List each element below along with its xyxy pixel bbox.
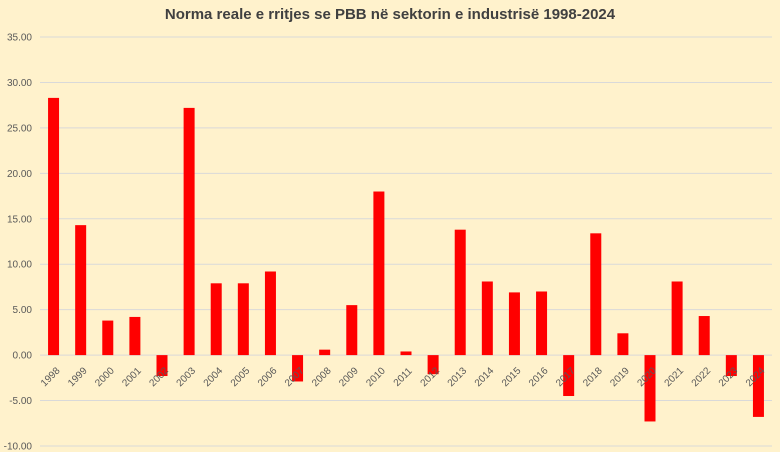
x-axis-ticks: 1998 1999 2000 2001 2002 2003 2004 2005 2006 2007… [39, 365, 768, 389]
bar-2014 [481, 281, 493, 356]
bar-2012 [427, 355, 439, 375]
bar-2017 [563, 355, 575, 397]
x-tick-label: 2010 [364, 365, 388, 389]
y-tick-label: 35.00 [7, 33, 32, 44]
bar-2000 [102, 320, 114, 356]
x-tick-label: 2023 [717, 365, 741, 389]
x-tick-label: 2016 [527, 365, 551, 389]
x-tick-label: 2018 [581, 365, 605, 389]
x-tick-label: 2015 [500, 365, 524, 389]
x-tick-label: 2013 [446, 365, 470, 389]
bar-1999 [75, 225, 87, 356]
bar-2024 [752, 355, 764, 417]
bar-2001 [129, 316, 141, 356]
bars [48, 97, 764, 422]
x-tick-label: 2014 [473, 365, 497, 389]
y-tick-label: 25.00 [7, 123, 32, 134]
bar-2019 [617, 333, 629, 356]
bar-1998 [48, 97, 60, 356]
bar-2009 [346, 305, 358, 356]
bar-2004 [210, 283, 222, 356]
y-tick-label: -5.00 [9, 396, 32, 407]
x-tick-label: 2003 [175, 365, 199, 389]
bar-2007 [292, 355, 304, 382]
y-tick-label: 30.00 [7, 78, 32, 89]
bar-2016 [536, 291, 548, 356]
bar-2023 [725, 355, 737, 377]
bar-2003 [183, 107, 195, 356]
y-tick-label: 20.00 [7, 169, 32, 180]
bar-2015 [508, 292, 520, 356]
x-tick-label: 2000 [93, 365, 117, 389]
x-tick-label: 2022 [690, 365, 714, 389]
bar-2013 [454, 229, 466, 356]
x-tick-label: 2021 [663, 365, 687, 389]
x-tick-label: 2007 [283, 365, 307, 389]
bar-2018 [590, 233, 602, 356]
bar-2006 [264, 271, 276, 356]
x-tick-label: 1998 [39, 365, 63, 389]
y-tick-label: 0.00 [13, 351, 33, 362]
x-tick-label: 2019 [608, 365, 632, 389]
x-tick-label: 1999 [66, 365, 90, 389]
x-tick-label: 2011 [392, 366, 415, 389]
y-tick-label: 5.00 [13, 305, 33, 316]
x-tick-label: 2008 [310, 365, 334, 389]
bar-2010 [373, 191, 385, 356]
chart-title: Norma reale e rritjes se PBB në sektorin… [164, 6, 616, 23]
y-axis-ticks: -10.00 -5.00 0.00 5.00 10.00 15.00 20.00 25.00 3… [4, 33, 33, 452]
bar-2022 [698, 316, 710, 356]
bar-2011 [400, 351, 412, 356]
bar-2002 [156, 355, 168, 377]
y-tick-label: 15.00 [7, 214, 32, 225]
bar-2021 [671, 281, 683, 356]
x-tick-label: 2001 [120, 365, 144, 389]
bar-2020 [644, 355, 656, 422]
x-tick-label: 2004 [202, 365, 226, 389]
x-tick-label: 2009 [337, 365, 361, 389]
y-tick-label: 10.00 [7, 260, 32, 271]
x-tick-label: 2002 [147, 365, 171, 389]
x-tick-label: 2012 [419, 365, 443, 389]
x-tick-label: 2005 [229, 365, 253, 389]
bar-2008 [319, 349, 331, 356]
bar-2005 [237, 283, 249, 356]
x-tick-label: 2006 [256, 365, 280, 389]
y-tick-label: -10.00 [4, 442, 33, 452]
